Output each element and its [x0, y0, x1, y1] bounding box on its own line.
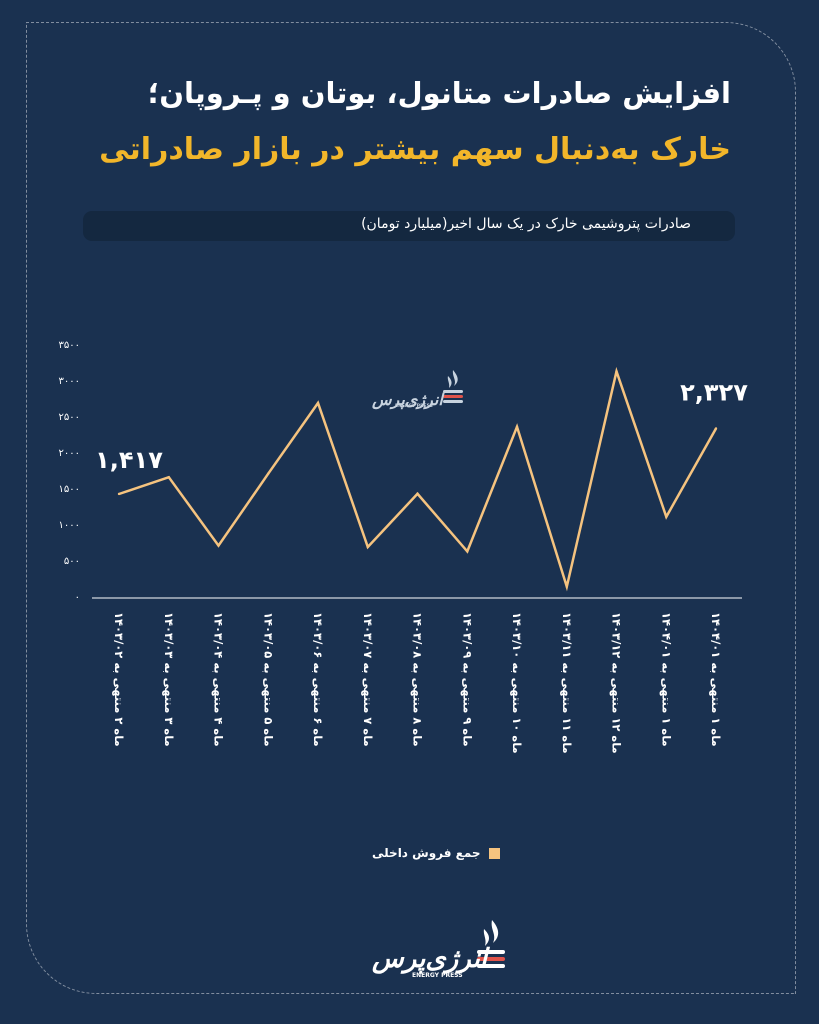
flame-logo-icon: [477, 920, 505, 968]
x-tick-label: ماه ۱ منتهی به ۱۴۰۴/۰۱: [709, 612, 723, 747]
data-point: [217, 544, 220, 547]
page-title-highlight: خارک به‌دنبال سهم بیشتر در بازار صادراتی: [99, 132, 731, 167]
data-point: [565, 585, 568, 588]
watermark-logo-sub: ENERGY PRESS: [395, 404, 433, 409]
data-point: [515, 425, 519, 428]
data-point: [615, 370, 618, 373]
data-point: [267, 472, 270, 475]
x-tick-label: ماه ۳ منتهی به ۱۴۰۳/۰۳: [162, 612, 176, 747]
brand-logo-sub: ENERGY PRESS: [412, 972, 463, 979]
y-tick-label: ۱۵۰۰: [59, 484, 80, 495]
data-point: [416, 492, 419, 495]
chart-legend: جمع فروش داخلی: [372, 846, 500, 860]
x-tick-label: ماه ۲ منتهی به ۱۴۰۳/۰۲: [112, 612, 126, 747]
y-tick-label: ۱۰۰۰: [59, 520, 80, 531]
data-point: [366, 545, 369, 549]
x-tick-label: ماه ۱ منتهی به ۱۴۰۴/۰۱: [659, 612, 673, 747]
data-point: [714, 427, 718, 430]
data-callout-label: ۲,۳۲۷: [680, 378, 748, 406]
x-tick-label: ماه ۱۰ منتهی به ۱۴۰۳/۱۰: [510, 612, 524, 754]
data-callout-label: ۱,۴۱۷: [95, 446, 163, 474]
card-frame: [26, 22, 796, 994]
legend-label: جمع فروش داخلی: [372, 846, 481, 860]
x-tick-label: ماه ۱۲ منتهی به ۱۴۰۳/۱۲: [610, 612, 624, 754]
chart-subtitle: صادرات پتروشیمی خارک در یک سال اخیر(میلی…: [361, 216, 691, 232]
data-point: [466, 550, 469, 553]
x-tick-label: ماه ۹ منتهی به ۱۴۰۳/۰۹: [460, 612, 474, 747]
x-tick-label: ماه ۶ منتهی به ۱۴۰۳/۰۶: [311, 612, 325, 747]
y-tick-label: ۲۰۰۰: [59, 448, 80, 459]
x-tick-label: ماه ۸ منتهی به ۱۴۰۳/۰۸: [411, 612, 425, 747]
x-tick-label: ماه ۱۱ منتهی به ۱۴۰۳/۱۱: [560, 612, 574, 754]
data-point: [167, 476, 170, 479]
subtitle-bar: [83, 211, 735, 241]
page-title: افزایش صادرات متانول، بوتان و پـروپان؛: [147, 76, 731, 110]
watermark-logo-text: انرژی‌پرس: [372, 390, 443, 409]
data-point: [117, 492, 121, 496]
y-tick-label: ۳۵۰۰: [59, 340, 80, 351]
y-tick-label: ۲۵۰۰: [59, 412, 80, 423]
y-tick-label: ۵۰۰: [64, 556, 80, 567]
data-point: [665, 515, 668, 518]
brand-logo-text: انرژی‌پرس: [372, 944, 488, 974]
x-tick-label: ماه ۷ منتهی به ۱۴۰۳/۰۷: [361, 612, 375, 747]
y-tick-label: ۰: [75, 592, 80, 603]
data-point: [316, 401, 320, 405]
y-tick-label: ۳۰۰۰: [59, 376, 80, 387]
legend-swatch: [488, 847, 500, 859]
x-tick-label: ماه ۵ منتهی به ۱۴۰۳/۰۵: [261, 612, 275, 747]
watermark-flame-icon: [443, 370, 463, 403]
x-tick-label: ماه ۴ منتهی به ۱۴۰۳/۰۴: [212, 612, 226, 747]
